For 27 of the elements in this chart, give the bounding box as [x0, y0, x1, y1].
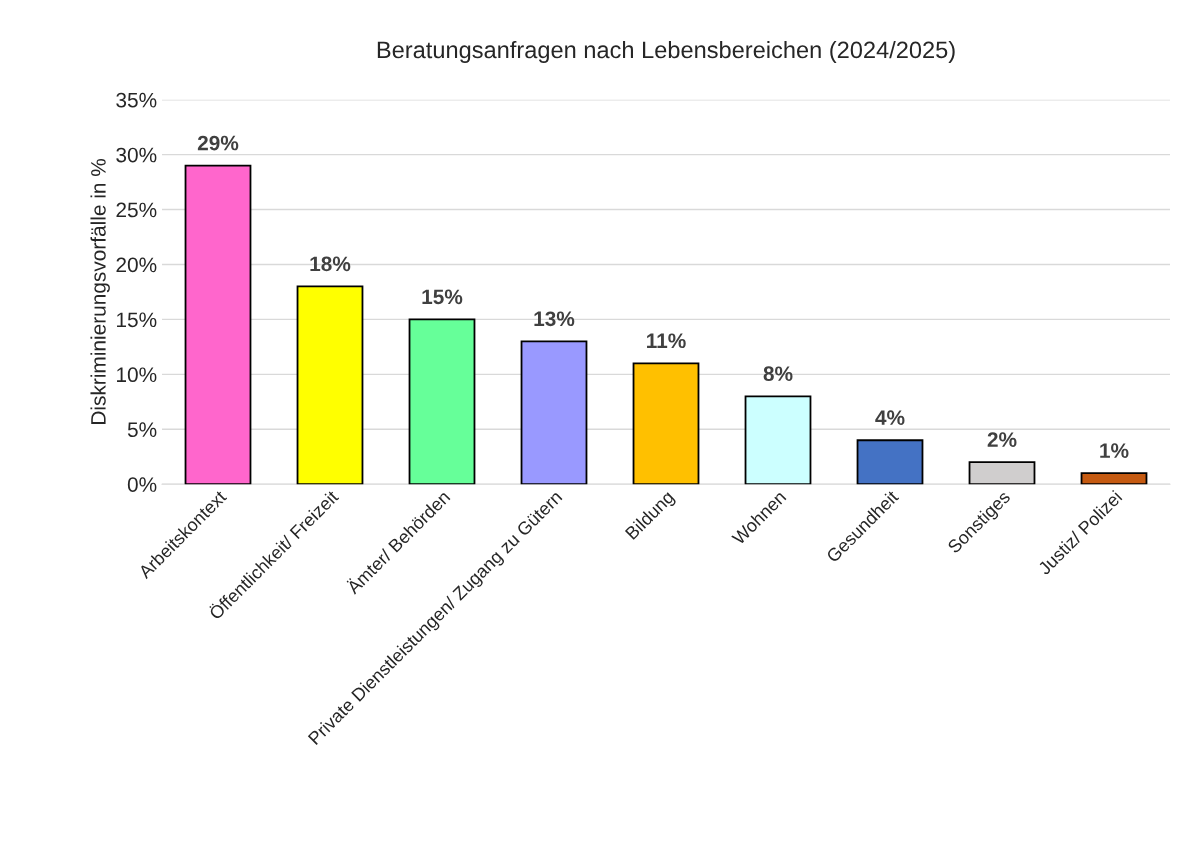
data-label: 29%	[197, 135, 239, 151]
y-tick-label: 10%	[117, 367, 157, 383]
data-label: 1%	[1100, 443, 1129, 458]
y-tick-label: 20%	[116, 257, 157, 273]
bar	[632, 362, 700, 485]
data-label: 18%	[310, 256, 351, 272]
y-tick-label: 0%	[127, 477, 157, 492]
chart-title: Beratungsanfragen nach Lebensbereichen (2024/2025)	[377, 40, 955, 63]
bar	[184, 164, 252, 485]
y-tick-label: 30%	[116, 147, 157, 163]
bar	[744, 395, 812, 485]
data-label: 11%	[647, 333, 686, 349]
y-axis-title: Diskriminierungsvorfälle in %	[90, 158, 110, 424]
bar	[856, 439, 924, 485]
data-label: 15%	[422, 289, 463, 305]
data-label: 4%	[875, 410, 905, 425]
y-tick-label: 25%	[116, 202, 157, 218]
bar	[296, 285, 364, 485]
data-label: 13%	[534, 311, 575, 327]
y-tick-label: 15%	[117, 312, 157, 328]
y-tick-label: 35%	[116, 92, 157, 108]
data-label: 8%	[763, 366, 793, 382]
bar	[1080, 472, 1148, 485]
data-label: 2%	[987, 432, 1017, 447]
bar	[408, 318, 476, 485]
bar	[520, 340, 588, 485]
y-tick-label: 5%	[127, 422, 157, 438]
